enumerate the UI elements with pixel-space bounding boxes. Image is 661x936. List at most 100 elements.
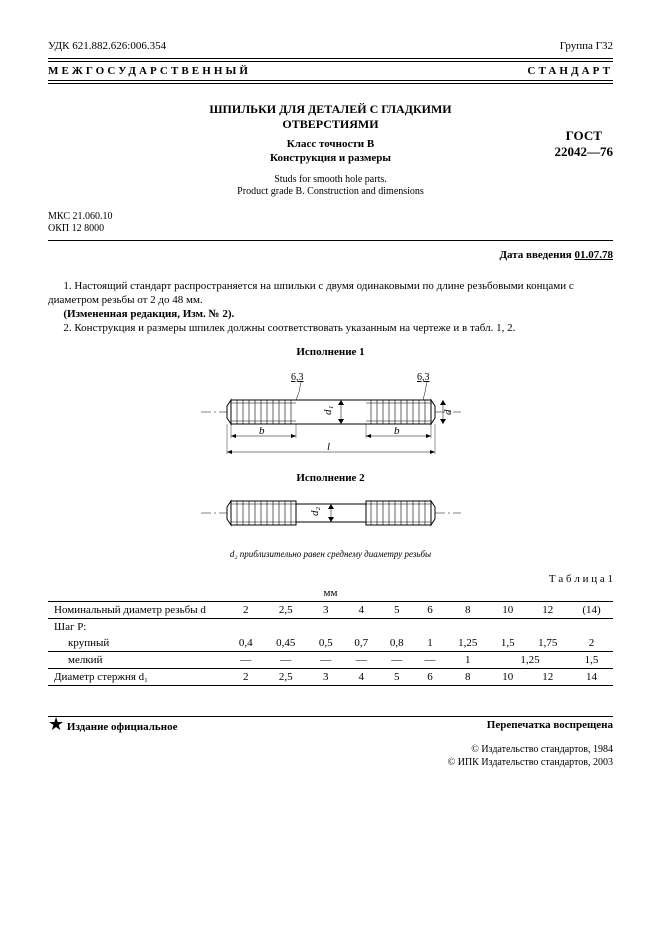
cell: 1,25 — [490, 651, 570, 668]
title-en-2: Product grade B. Construction and dimens… — [48, 186, 613, 199]
cell: — — [308, 651, 344, 668]
figure-1-svg: 6,3 6,3 d₁ d b b l — [191, 362, 471, 462]
cell: 2 — [228, 601, 264, 618]
cell: 1,25 — [446, 635, 490, 652]
cell: 1 — [414, 635, 445, 652]
cell: 1,5 — [570, 651, 613, 668]
row-label: Шаг P: — [48, 618, 228, 635]
subtitle-2: Конструкция и размеры — [48, 152, 613, 166]
star-icon: ★ — [48, 714, 64, 734]
para-1b: (Измененная редакция, Изм. № 2). — [48, 307, 613, 321]
footer-rule — [48, 716, 613, 717]
header-row: УДК 621.882.626:006.354 Группа Г32 — [48, 40, 613, 52]
cell: 1,5 — [490, 635, 526, 652]
banner: МЕЖГОСУДАРСТВЕННЫЙ СТАНДАРТ — [48, 58, 613, 84]
copyright-2: © ИПК Издательство стандартов, 2003 — [48, 756, 613, 769]
cell: 5 — [379, 668, 415, 685]
row-label: крупный — [48, 635, 228, 652]
cell: 4 — [343, 601, 379, 618]
table-row: Диаметр стержня d₁ 2 2,5 3 4 5 6 8 10 12… — [48, 668, 613, 685]
cell: — — [379, 651, 415, 668]
figure-2-svg: d₂ — [191, 488, 471, 543]
para-2: 2. Конструкция и размеры шпилек должны с… — [48, 321, 613, 335]
cell: — — [414, 651, 445, 668]
cell: 2 — [570, 635, 613, 652]
cell: 2,5 — [264, 601, 308, 618]
cell: 14 — [570, 668, 613, 685]
para-1: 1. Настоящий стандарт распространяется н… — [48, 279, 613, 308]
cell: (14) — [570, 601, 613, 618]
cell: 5 — [379, 601, 415, 618]
cell: 1,75 — [525, 635, 569, 652]
banner-left: МЕЖГОСУДАРСТВЕННЫЙ — [48, 65, 251, 77]
cell: 0,5 — [308, 635, 344, 652]
title-en-1: Studs for smooth hole parts. — [48, 174, 613, 187]
table-row: Номинальный диаметр резьбы d 2 2,5 3 4 5… — [48, 601, 613, 618]
figure-1-title: Исполнение 1 — [48, 346, 613, 358]
classification-codes: МКС 21.060.10 ОКП 12 8000 — [48, 211, 613, 236]
cell: 0,45 — [264, 635, 308, 652]
svg-text:b: b — [394, 425, 400, 437]
svg-text:6,3: 6,3 — [417, 372, 430, 383]
cell: 12 — [525, 668, 569, 685]
cell: 8 — [446, 601, 490, 618]
cell: 6 — [414, 601, 445, 618]
gost-num: 22042—76 — [555, 144, 614, 160]
figure-2-title: Исполнение 2 — [48, 472, 613, 484]
intro-date: Дата введения 01.07.78 — [48, 249, 613, 261]
gost-number: ГОСТ 22042—76 — [555, 128, 614, 161]
row-label: Диаметр стержня d₁ — [48, 668, 228, 685]
svg-text:d₁: d₁ — [322, 405, 334, 415]
udc-code: УДК 621.882.626:006.354 — [48, 40, 166, 52]
cell: 3 — [308, 601, 344, 618]
footer-left: Издание официальное — [67, 721, 178, 733]
figure-1: Исполнение 1 — [48, 346, 613, 462]
cell: 0,7 — [343, 635, 379, 652]
body-text: 1. Настоящий стандарт распространяется н… — [48, 279, 613, 336]
cell: 0,8 — [379, 635, 415, 652]
cell: 6 — [414, 668, 445, 685]
row-label: Номинальный диаметр резьбы d — [48, 601, 228, 618]
gost-label: ГОСТ — [555, 128, 614, 144]
table-1-unit: мм — [48, 587, 613, 599]
title-block: ШПИЛЬКИ ДЛЯ ДЕТАЛЕЙ С ГЛАДКИМИ ОТВЕРСТИЯ… — [48, 102, 613, 199]
page-root: УДК 621.882.626:006.354 Группа Г32 МЕЖГО… — [0, 0, 661, 936]
svg-text:d: d — [442, 409, 454, 415]
cell: — — [264, 651, 308, 668]
figure-2: Исполнение 2 — [48, 472, 613, 559]
cell: 2,5 — [264, 668, 308, 685]
cell: — — [343, 651, 379, 668]
intro-date-value: 01.07.78 — [575, 249, 614, 261]
copyright-1: © Издательство стандартов, 1984 — [48, 743, 613, 756]
cell: 1 — [446, 651, 490, 668]
title-ru-1: ШПИЛЬКИ ДЛЯ ДЕТАЛЕЙ С ГЛАДКИМИ — [48, 102, 613, 117]
table-1-label: Т а б л и ц а 1 — [48, 573, 613, 585]
svg-text:6,3: 6,3 — [291, 372, 304, 383]
cell: 10 — [490, 668, 526, 685]
rule-thin — [48, 240, 613, 241]
banner-right: СТАНДАРТ — [527, 65, 613, 77]
cell: — — [228, 651, 264, 668]
row-label: мелкий — [48, 651, 228, 668]
cell: 0,4 — [228, 635, 264, 652]
intro-date-label: Дата введения — [499, 249, 574, 261]
mks-code: МКС 21.060.10 — [48, 211, 613, 224]
table-row: мелкий — — — — — — 1 1,25 1,5 — [48, 651, 613, 668]
table-row: Шаг P: — [48, 618, 613, 635]
okp-code: ОКП 12 8000 — [48, 223, 613, 236]
cell: 2 — [228, 668, 264, 685]
subtitle-1: Класс точности В — [48, 138, 613, 152]
svg-text:d₂: d₂ — [309, 506, 321, 516]
table-1: Номинальный диаметр резьбы d 2 2,5 3 4 5… — [48, 601, 613, 686]
cell: 12 — [525, 601, 569, 618]
copyright: © Издательство стандартов, 1984 © ИПК Из… — [48, 743, 613, 769]
footer-right: Перепечатка воспрещена — [487, 719, 613, 731]
title-ru-2: ОТВЕРСТИЯМИ — [48, 117, 613, 132]
cell: 10 — [490, 601, 526, 618]
footer-row: ★ Издание официальное Перепечатка воспре… — [48, 719, 613, 733]
svg-text:l: l — [327, 441, 330, 453]
svg-text:b: b — [259, 425, 265, 437]
cell: 4 — [343, 668, 379, 685]
figure-note: d₂ приблизительно равен среднему диаметр… — [48, 549, 613, 559]
cell: 3 — [308, 668, 344, 685]
